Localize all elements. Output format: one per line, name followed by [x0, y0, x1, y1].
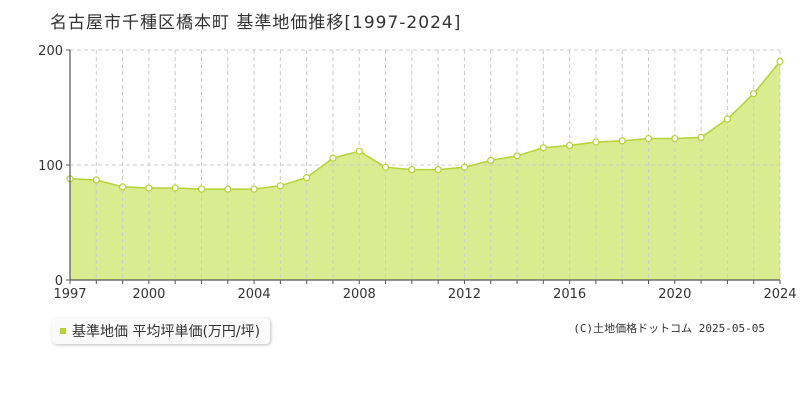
data-point: [671, 134, 679, 143]
data-point: [355, 147, 363, 155]
legend: 基準地価 平均坪単価(万円/坪): [52, 318, 271, 344]
data-point: [592, 138, 600, 146]
area-fill: [70, 61, 780, 280]
data-point: [381, 163, 390, 171]
y-tick-label: 0: [55, 274, 63, 289]
x-tick-label: 1997: [53, 287, 86, 302]
data-point: [697, 133, 705, 141]
x-tick-label: 2016: [553, 287, 586, 302]
data-point: [434, 166, 442, 174]
data-point: [487, 156, 495, 164]
x-tick-label: 2008: [343, 287, 376, 302]
legend-label: 基準地価 平均坪単価(万円/坪): [72, 324, 261, 340]
x-tick-label: 2000: [132, 287, 165, 302]
data-point: [303, 174, 311, 182]
data-point: [566, 141, 574, 150]
y-tick-label: 100: [38, 159, 63, 174]
data-point: [513, 152, 521, 160]
data-point: [644, 134, 653, 143]
chart-title: 名古屋市千種区橋本町 基準地価推移[1997-2024]: [50, 13, 462, 33]
data-point: [276, 182, 284, 190]
data-point: [118, 183, 127, 191]
data-point: [171, 184, 179, 192]
x-tick-label: 2012: [448, 287, 481, 302]
data-point: [197, 185, 206, 193]
data-point: [145, 184, 153, 192]
data-point: [618, 137, 626, 145]
data-point: [776, 57, 784, 66]
data-point: [224, 185, 232, 193]
x-tick-label: 2020: [658, 287, 691, 302]
x-tick-label: 2004: [238, 287, 271, 302]
data-point: [750, 90, 758, 98]
y-tick-label: 200: [38, 44, 63, 59]
data-point: [408, 166, 416, 174]
legend-swatch: [60, 328, 66, 334]
data-point: [539, 144, 547, 152]
data-point: [460, 163, 469, 171]
copyright-text: (C)土地価格ドットコム 2025-05-05: [573, 322, 765, 335]
x-tick-label: 2024: [763, 287, 796, 302]
data-point: [92, 176, 100, 184]
series-line: [69, 61, 781, 190]
data-point: [723, 115, 732, 123]
data-point: [329, 154, 337, 162]
data-point: [250, 185, 258, 193]
